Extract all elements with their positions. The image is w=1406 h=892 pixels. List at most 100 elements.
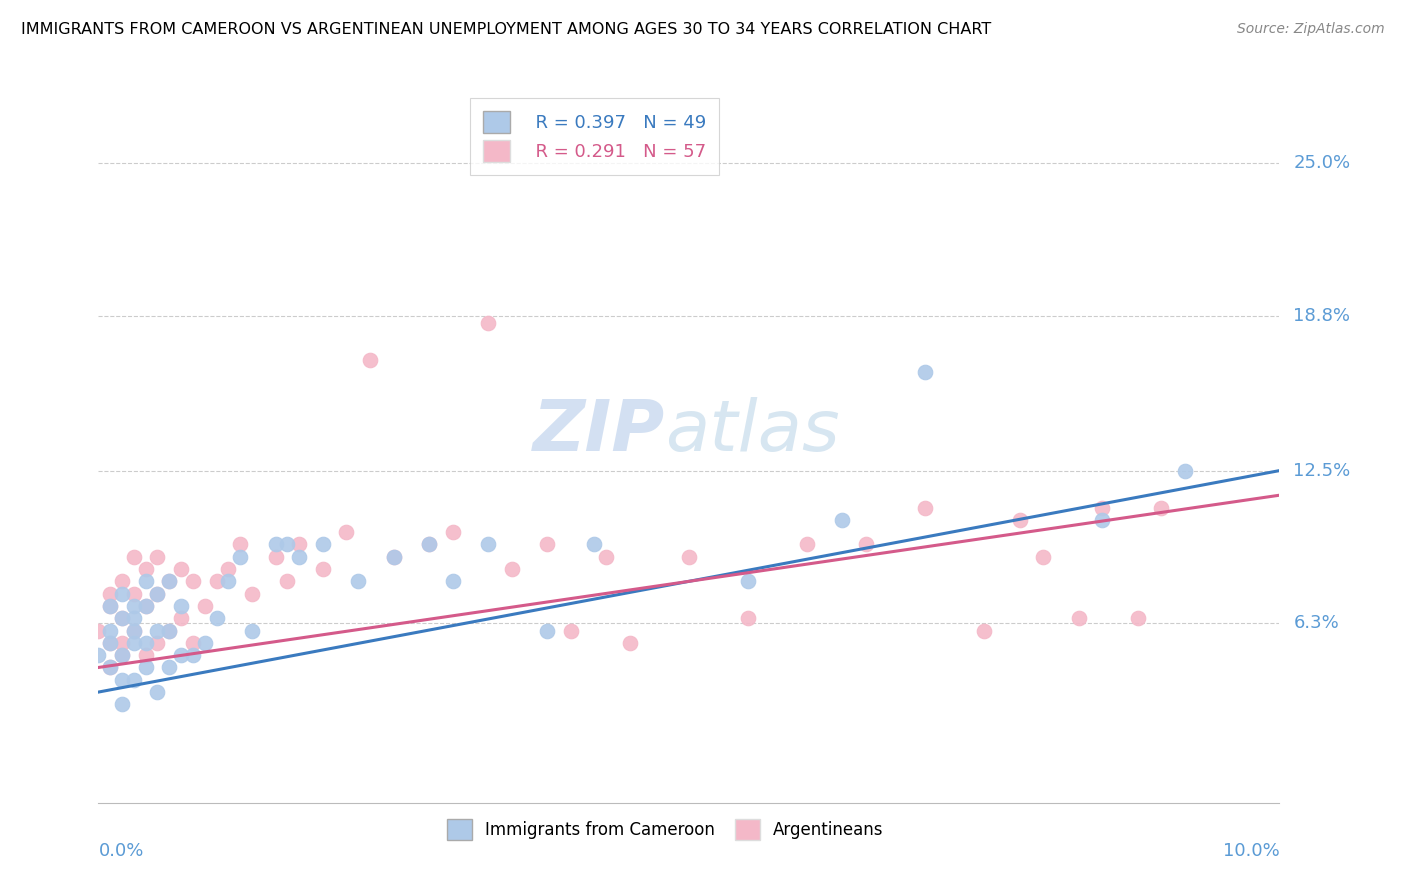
- Point: [111, 648, 134, 662]
- Point: [831, 513, 853, 527]
- Point: [1091, 513, 1114, 527]
- Point: [170, 562, 193, 576]
- Text: IMMIGRANTS FROM CAMEROON VS ARGENTINEAN UNEMPLOYMENT AMONG AGES 30 TO 34 YEARS C: IMMIGRANTS FROM CAMEROON VS ARGENTINEAN …: [21, 22, 991, 37]
- Point: [111, 587, 134, 601]
- Point: [1008, 513, 1031, 527]
- Point: [135, 660, 157, 674]
- Point: [157, 660, 180, 674]
- Point: [1067, 611, 1090, 625]
- Point: [111, 611, 134, 625]
- Point: [122, 624, 145, 638]
- Point: [98, 599, 121, 613]
- Point: [335, 525, 357, 540]
- Text: ZIP: ZIP: [533, 397, 665, 467]
- Point: [382, 549, 405, 564]
- Point: [796, 537, 818, 551]
- Text: 10.0%: 10.0%: [1223, 842, 1279, 860]
- Point: [441, 574, 464, 589]
- Point: [217, 574, 239, 589]
- Point: [1032, 549, 1054, 564]
- Text: 0.0%: 0.0%: [98, 842, 143, 860]
- Point: [135, 599, 157, 613]
- Point: [288, 549, 311, 564]
- Point: [477, 537, 499, 551]
- Point: [170, 599, 193, 613]
- Point: [217, 562, 239, 576]
- Point: [146, 636, 169, 650]
- Point: [288, 537, 311, 551]
- Point: [595, 549, 617, 564]
- Point: [111, 611, 134, 625]
- Point: [122, 587, 145, 601]
- Point: [170, 648, 193, 662]
- Point: [122, 673, 145, 687]
- Point: [1126, 611, 1149, 625]
- Point: [229, 537, 252, 551]
- Point: [194, 636, 217, 650]
- Point: [181, 648, 204, 662]
- Point: [441, 525, 464, 540]
- Point: [678, 549, 700, 564]
- Point: [181, 636, 204, 650]
- Point: [312, 562, 335, 576]
- Point: [914, 500, 936, 515]
- Point: [122, 599, 145, 613]
- Point: [914, 365, 936, 379]
- Point: [501, 562, 523, 576]
- Point: [98, 587, 121, 601]
- Point: [157, 574, 180, 589]
- Legend: Immigrants from Cameroon, Argentineans: Immigrants from Cameroon, Argentineans: [439, 811, 893, 848]
- Point: [157, 574, 180, 589]
- Point: [737, 611, 759, 625]
- Point: [240, 587, 263, 601]
- Point: [619, 636, 641, 650]
- Point: [973, 624, 995, 638]
- Point: [157, 624, 180, 638]
- Point: [135, 599, 157, 613]
- Text: atlas: atlas: [665, 397, 839, 467]
- Point: [122, 624, 145, 638]
- Point: [181, 574, 204, 589]
- Point: [205, 574, 228, 589]
- Point: [135, 648, 157, 662]
- Point: [122, 549, 145, 564]
- Point: [229, 549, 252, 564]
- Point: [359, 352, 381, 367]
- Point: [98, 636, 121, 650]
- Point: [111, 673, 134, 687]
- Point: [1150, 500, 1173, 515]
- Point: [1327, 193, 1350, 207]
- Point: [276, 537, 298, 551]
- Point: [276, 574, 298, 589]
- Point: [98, 660, 121, 674]
- Text: 6.3%: 6.3%: [1294, 615, 1339, 632]
- Point: [98, 660, 121, 674]
- Point: [194, 599, 217, 613]
- Point: [560, 624, 582, 638]
- Point: [737, 574, 759, 589]
- Point: [122, 636, 145, 650]
- Point: [146, 685, 169, 699]
- Point: [111, 698, 134, 712]
- Point: [536, 624, 558, 638]
- Point: [157, 624, 180, 638]
- Point: [1174, 464, 1197, 478]
- Point: [170, 611, 193, 625]
- Point: [205, 611, 228, 625]
- Point: [347, 574, 370, 589]
- Point: [146, 624, 169, 638]
- Point: [135, 636, 157, 650]
- Point: [98, 624, 121, 638]
- Point: [536, 537, 558, 551]
- Point: [312, 537, 335, 551]
- Point: [240, 624, 263, 638]
- Point: [111, 648, 134, 662]
- Point: [264, 537, 287, 551]
- Point: [135, 562, 157, 576]
- Text: 18.8%: 18.8%: [1294, 307, 1350, 325]
- Point: [583, 537, 606, 551]
- Point: [1091, 500, 1114, 515]
- Point: [122, 611, 145, 625]
- Point: [855, 537, 877, 551]
- Point: [146, 549, 169, 564]
